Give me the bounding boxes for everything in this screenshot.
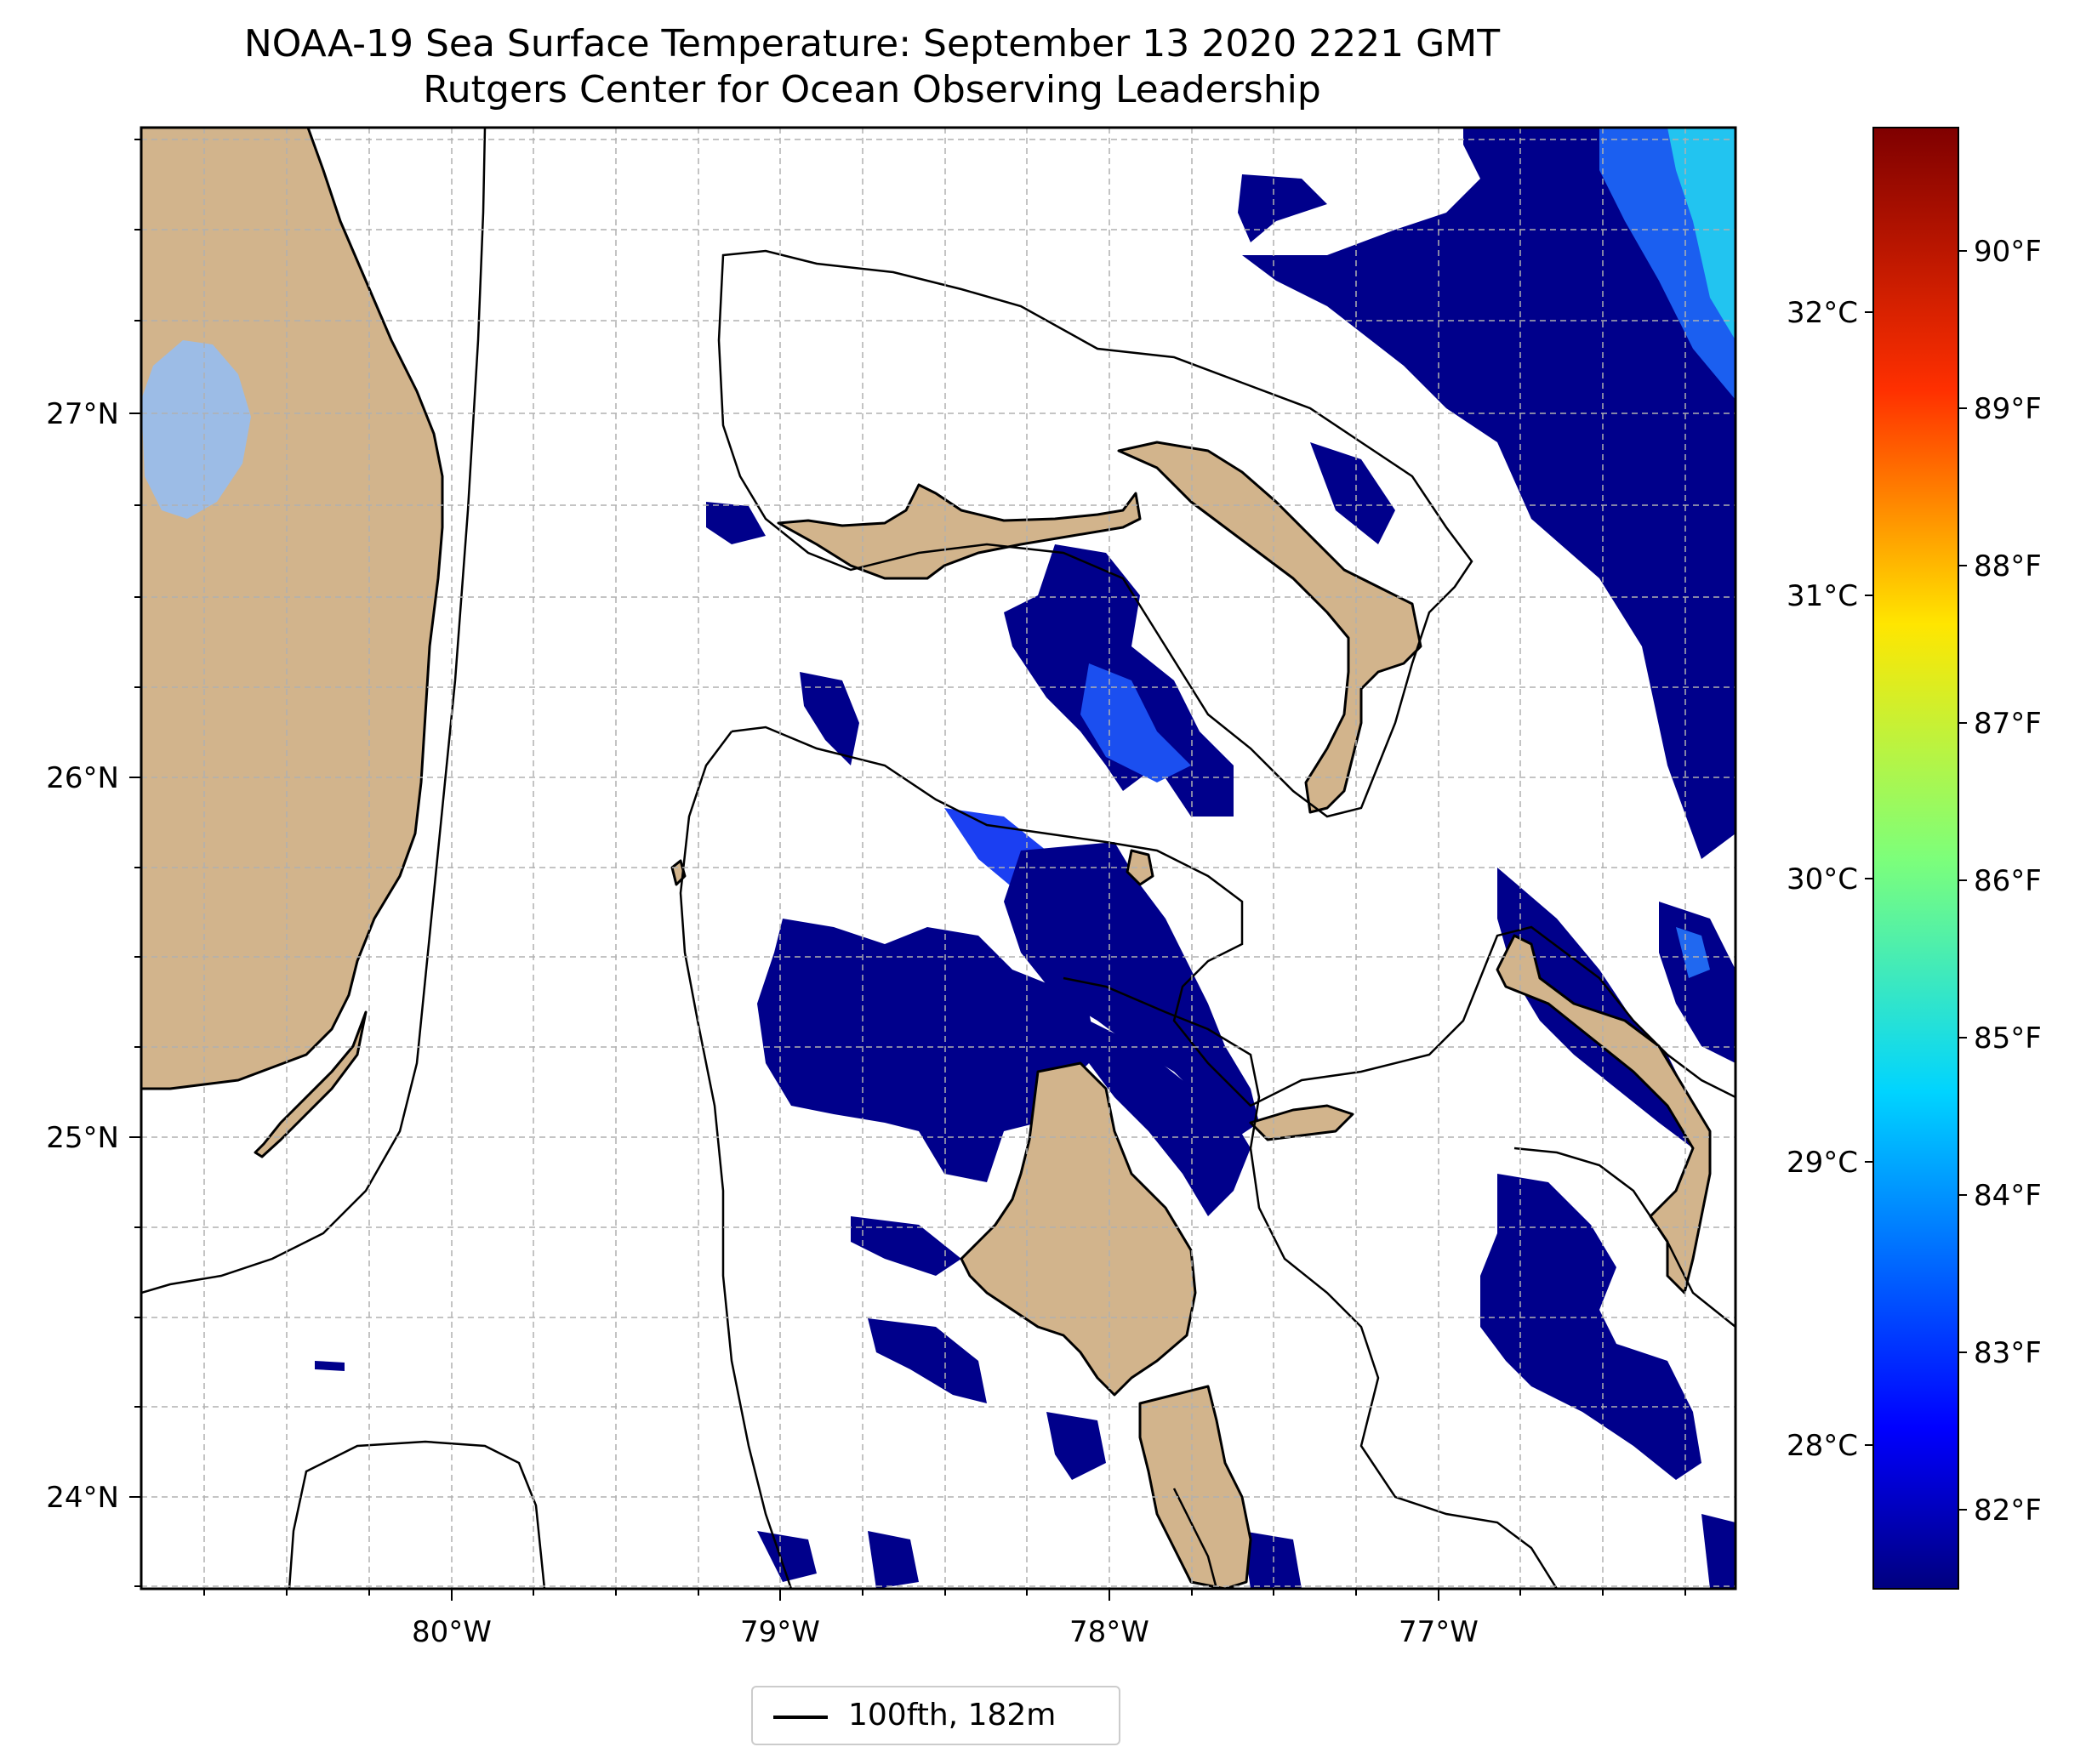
colorbar: 32°C 31°C 30°C 29°C 28°C 90°F 89°F 88°F … — [1787, 127, 2042, 1590]
lon-label-78w: 78°W — [1069, 1615, 1149, 1649]
colorbar-fahrenheit-83: 83°F — [1974, 1336, 2042, 1370]
sst-patch-far-southeast — [1701, 1514, 1735, 1589]
sst-patch-southwest — [851, 1216, 961, 1276]
map-frame — [140, 126, 1737, 1590]
lon-label-77w: 77°W — [1399, 1615, 1479, 1649]
sst-patch-south-east-channel — [1242, 1531, 1302, 1589]
sst-patch-exuma-channel-south — [1480, 1174, 1701, 1480]
legend-isobath-label: 100fth, 182m — [848, 1698, 1057, 1733]
lon-label-80w: 80°W — [412, 1615, 492, 1649]
sst-patch-northeast — [1242, 128, 1735, 859]
sst-patch-south-center — [868, 1318, 987, 1403]
sst-patch-central-north-warm — [1080, 663, 1191, 782]
sst-patch-andros-east — [1089, 1021, 1251, 1216]
land-layer — [141, 128, 1712, 1589]
sst-data-layer — [315, 128, 1735, 1589]
map-title: NOAA-19 Sea Surface Temperature: Septemb… — [243, 22, 1501, 65]
lake-okeechobee — [141, 340, 251, 519]
sst-patch-southwest-corner — [757, 1531, 817, 1582]
colorbar-fahrenheit-82: 82°F — [1974, 1494, 2042, 1528]
sst-patch-east-edge-warm — [1676, 927, 1710, 978]
sst-patch-south-small — [1046, 1412, 1106, 1480]
sst-patch-channel-body — [1004, 842, 1259, 1140]
florida-keys — [254, 1010, 368, 1158]
lat-label-24n: 24°N — [46, 1481, 119, 1515]
lat-label-26n: 26°N — [46, 761, 119, 795]
eleuthera — [1496, 934, 1712, 1295]
map-subtitle: Rutgers Center for Ocean Observing Leade… — [423, 68, 1321, 111]
sst-patch-central-diagonal — [800, 672, 859, 765]
colorbar-gradient — [1872, 127, 1959, 1590]
sst-patch-west-tiny — [315, 1361, 345, 1371]
colorbar-celsius-32: 32°C — [1787, 296, 1858, 330]
colorbar-celsius-29: 29°C — [1787, 1146, 1858, 1180]
sst-patch-north-small — [1238, 174, 1327, 242]
sst-patch-south-bottom — [868, 1531, 919, 1589]
map-legend: 100fth, 182m — [751, 1686, 1120, 1745]
great-abaco — [1117, 441, 1422, 814]
sst-patch-northeast-warmest — [1667, 128, 1735, 340]
colorbar-celsius-31: 31°C — [1787, 579, 1858, 613]
colorbar-fahrenheit-84: 84°F — [1974, 1179, 2042, 1213]
lon-label-79w: 79°W — [740, 1615, 820, 1649]
sst-patch-abaco-channel — [1310, 442, 1395, 544]
colorbar-celsius-30: 30°C — [1787, 862, 1858, 896]
colorbar-fahrenheit-89: 89°F — [1974, 392, 2042, 426]
legend-isobath-line — [773, 1716, 828, 1719]
sst-patch-grand-bahama-west — [706, 502, 766, 544]
colorbar-fahrenheit-88: 88°F — [1974, 549, 2042, 583]
lat-label-27n: 27°N — [46, 397, 119, 431]
sst-patch-andros-northwest — [757, 919, 1097, 1182]
grand-bahama — [777, 483, 1142, 580]
berry-islands — [1126, 849, 1154, 886]
colorbar-fahrenheit-85: 85°F — [1974, 1021, 2042, 1056]
andros-south-islands — [1138, 1385, 1252, 1589]
gridlines — [141, 128, 1735, 1589]
lon-ticks — [203, 1589, 1686, 1601]
sst-patch-east-edge — [1659, 902, 1735, 1063]
map-area[interactable] — [141, 128, 1735, 1589]
colorbar-fahrenheit-87: 87°F — [1974, 707, 2042, 741]
lat-label-25n: 25°N — [46, 1121, 119, 1155]
colorbar-fahrenheit-86: 86°F — [1974, 864, 2042, 898]
colorbar-celsius-28: 28°C — [1787, 1429, 1858, 1463]
lat-ticks — [129, 139, 141, 1587]
colorbar-fahrenheit-90: 90°F — [1974, 235, 2042, 269]
